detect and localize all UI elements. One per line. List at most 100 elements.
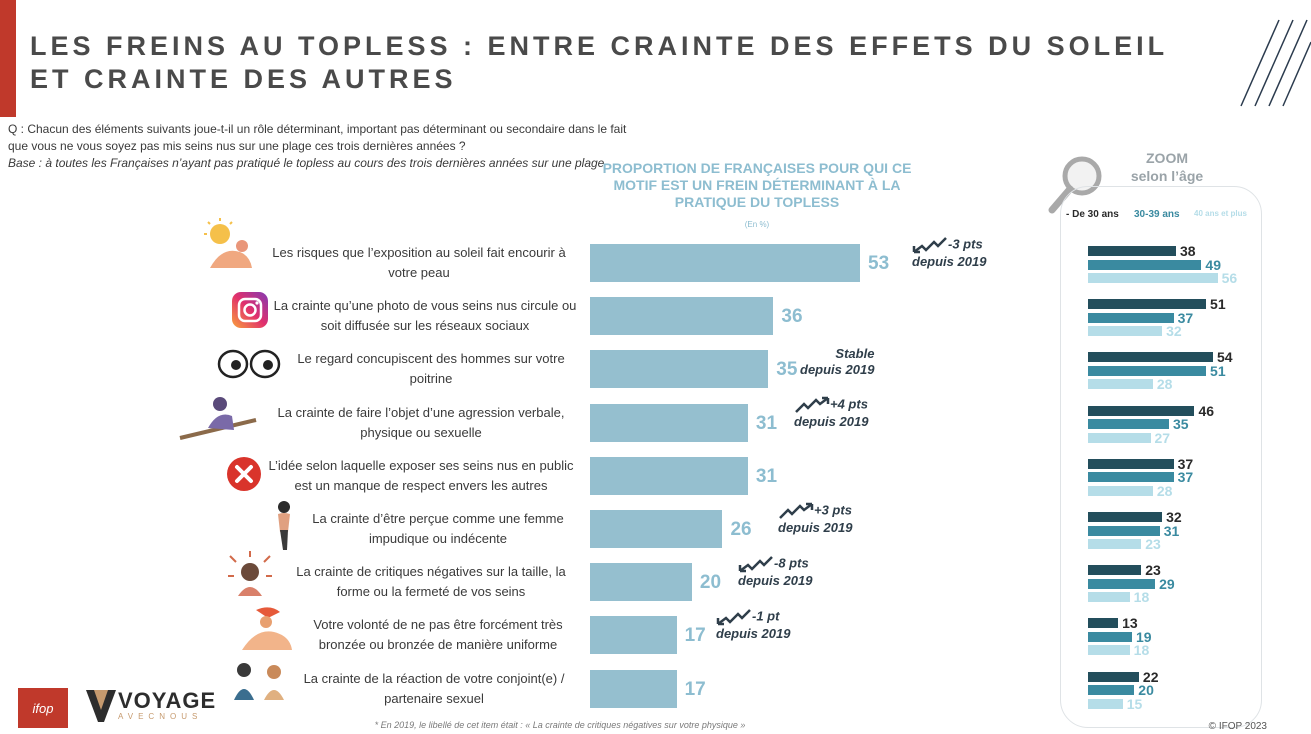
bar-value-label: 31 [755, 412, 778, 434]
trend-since: depuis 2019 [716, 626, 791, 642]
zoom-panel [1060, 186, 1262, 728]
age-bar [1088, 365, 1207, 376]
bar [590, 456, 748, 495]
zoom-title-line-1: ZOOM [1146, 150, 1188, 166]
trend-down-arrow-icon [716, 609, 751, 626]
age-bar-value: 51 [1210, 362, 1226, 379]
age-bar-value: 37 [1177, 455, 1194, 472]
age-bar [1088, 698, 1123, 709]
age-bar-value: 35 [1173, 416, 1189, 433]
age-bar-value: 49 [1205, 256, 1221, 273]
bar-value-label: 35 [776, 359, 798, 381]
age-bar-value: 46 [1198, 402, 1215, 419]
sunbather-icon [204, 218, 252, 268]
beach-person-icon [179, 397, 257, 440]
age-bar-value: 28 [1156, 482, 1173, 499]
trend-since: depuis 2019 [778, 520, 853, 535]
zoom-title-line-2: selon l’âge [1130, 168, 1204, 184]
stressed-woman-icon [228, 551, 272, 596]
age-bar-value: 18 [1133, 589, 1150, 606]
age-bar-value: 31 [1163, 522, 1180, 539]
chart-title: PROPORTION DE FRANÇAISES POUR QUI CE MOT… [602, 160, 912, 210]
ifop-logo: ifop [18, 688, 68, 728]
copyright: © IFOP 2023 [1208, 721, 1267, 732]
bar-category-label: La crainte de faire l’objet d’une agress… [277, 404, 565, 440]
trend-annotation: -8 pts depuis 2019 [738, 555, 812, 589]
age-bar [1088, 565, 1142, 576]
age-bar [1088, 458, 1174, 469]
bar [590, 297, 774, 336]
trend-down-arrow-icon [912, 237, 947, 254]
voyage-sub: AVECNOUS [118, 712, 203, 721]
age-bar-value: 54 [1217, 349, 1233, 366]
bar-category-label: Votre volonté de ne pas être forcément t… [313, 617, 563, 653]
bar-category-label: La crainte de la réaction de votre conjo… [303, 670, 565, 706]
bar-value-label: 53 [868, 253, 890, 274]
age-bar [1088, 525, 1160, 536]
bar [590, 563, 692, 602]
instagram-icon [232, 292, 268, 328]
age-bar [1088, 671, 1139, 682]
bar-category-label: L’idée selon laquelle exposer ses seins … [268, 457, 574, 493]
age-bar [1088, 592, 1130, 603]
age-bar [1088, 631, 1132, 642]
age-bar [1088, 326, 1163, 337]
age-bar-value: 19 [1135, 628, 1152, 645]
bar-category-label: La crainte qu’une photo de vous seins nu… [273, 298, 577, 334]
woman-icon [278, 501, 290, 550]
trend-value: -8 pts [774, 555, 809, 571]
age-bar-value: 20 [1138, 682, 1154, 699]
age-bar [1088, 273, 1218, 283]
age-bar-value: 13 [1122, 615, 1138, 632]
age-bar-value: 23 [1145, 562, 1161, 579]
age-bar-value: 32 [1166, 323, 1182, 340]
age-bar [1088, 432, 1151, 443]
trend-value: +4 pts [830, 396, 868, 412]
title-line-2: ET CRAINTE DES AUTRES [30, 64, 457, 94]
chart-unit: (En %) [744, 220, 770, 229]
trend-annotation: +3 pts depuis 2019 [778, 502, 852, 536]
age-legend-item: 40 ans et plus [1194, 209, 1247, 218]
age-bar [1088, 472, 1174, 483]
trend-since: depuis 2019 [912, 254, 987, 269]
age-bar-value: 18 [1133, 642, 1150, 659]
age-bar-value: 37 [1177, 469, 1194, 486]
base-text: Base : à toutes les Françaises n’ayant p… [8, 156, 605, 170]
age-bar [1088, 618, 1119, 629]
trend-since: depuis 2019 [800, 362, 875, 378]
bar-value-label: 20 [699, 572, 722, 594]
trend-down-arrow-icon [738, 556, 773, 573]
trend-annotation: -3 pts depuis 2019 [912, 236, 986, 270]
footnote: * En 2019, le libellé de cet item était … [374, 720, 746, 730]
age-bar-value: 37 [1177, 309, 1194, 326]
trend-value: -1 pt [752, 608, 780, 624]
age-bar-value: 38 [1179, 243, 1196, 259]
age-bar [1088, 299, 1207, 310]
age-bar [1088, 246, 1176, 256]
age-bar [1088, 485, 1153, 496]
trend-value: Stable [835, 346, 875, 362]
age-bar [1088, 578, 1156, 589]
age-bar-value: 22 [1142, 668, 1159, 685]
couple-icon [234, 663, 284, 700]
voyage-mark-icon [86, 690, 116, 722]
voyage-brand: VOYAGE [118, 688, 217, 713]
bar-value-label: 31 [755, 465, 778, 487]
sunbathing-woman-icon [242, 607, 292, 650]
trend-value: +3 pts [814, 502, 852, 518]
age-bar [1088, 512, 1163, 522]
age-bar [1088, 259, 1202, 270]
bar-category-label: Les risques que l’exposition au soleil f… [272, 245, 566, 280]
bar [590, 510, 723, 548]
age-bar [1088, 685, 1135, 696]
bar [590, 350, 769, 389]
age-legend-item: 30-39 ans [1134, 209, 1180, 220]
bar [590, 403, 748, 442]
bar-value-label: 17 [684, 625, 706, 647]
bar-value-label: 17 [684, 678, 706, 700]
age-bar [1088, 352, 1213, 363]
age-bar [1088, 419, 1170, 430]
bar-category-label: La crainte d’être perçue comme une femme… [312, 511, 564, 546]
age-bar-value: 15 [1126, 695, 1143, 712]
eyes-icon [217, 349, 281, 379]
